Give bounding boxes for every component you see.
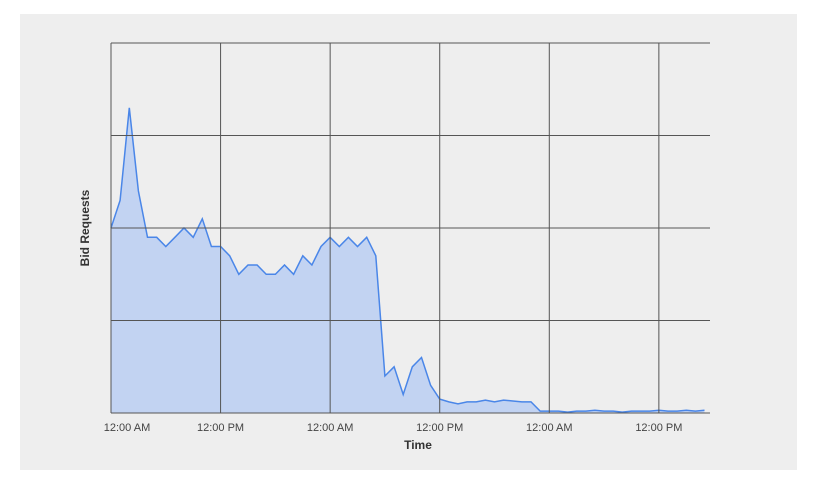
x-tick-label: 12:00 AM: [104, 422, 150, 434]
area-fill: [111, 107, 705, 414]
x-tick-label: 12:00 AM: [307, 422, 353, 434]
x-axis-title: Time: [404, 438, 432, 452]
x-tick-label: 12:00 PM: [635, 422, 682, 434]
x-tick-label: 12:00 AM: [526, 422, 572, 434]
area-line: [110, 107, 705, 413]
x-tick-label: 12:00 PM: [416, 422, 463, 434]
x-tick-label: 12:00 PM: [197, 422, 244, 434]
y-axis-title: Bid Requests: [78, 189, 92, 266]
